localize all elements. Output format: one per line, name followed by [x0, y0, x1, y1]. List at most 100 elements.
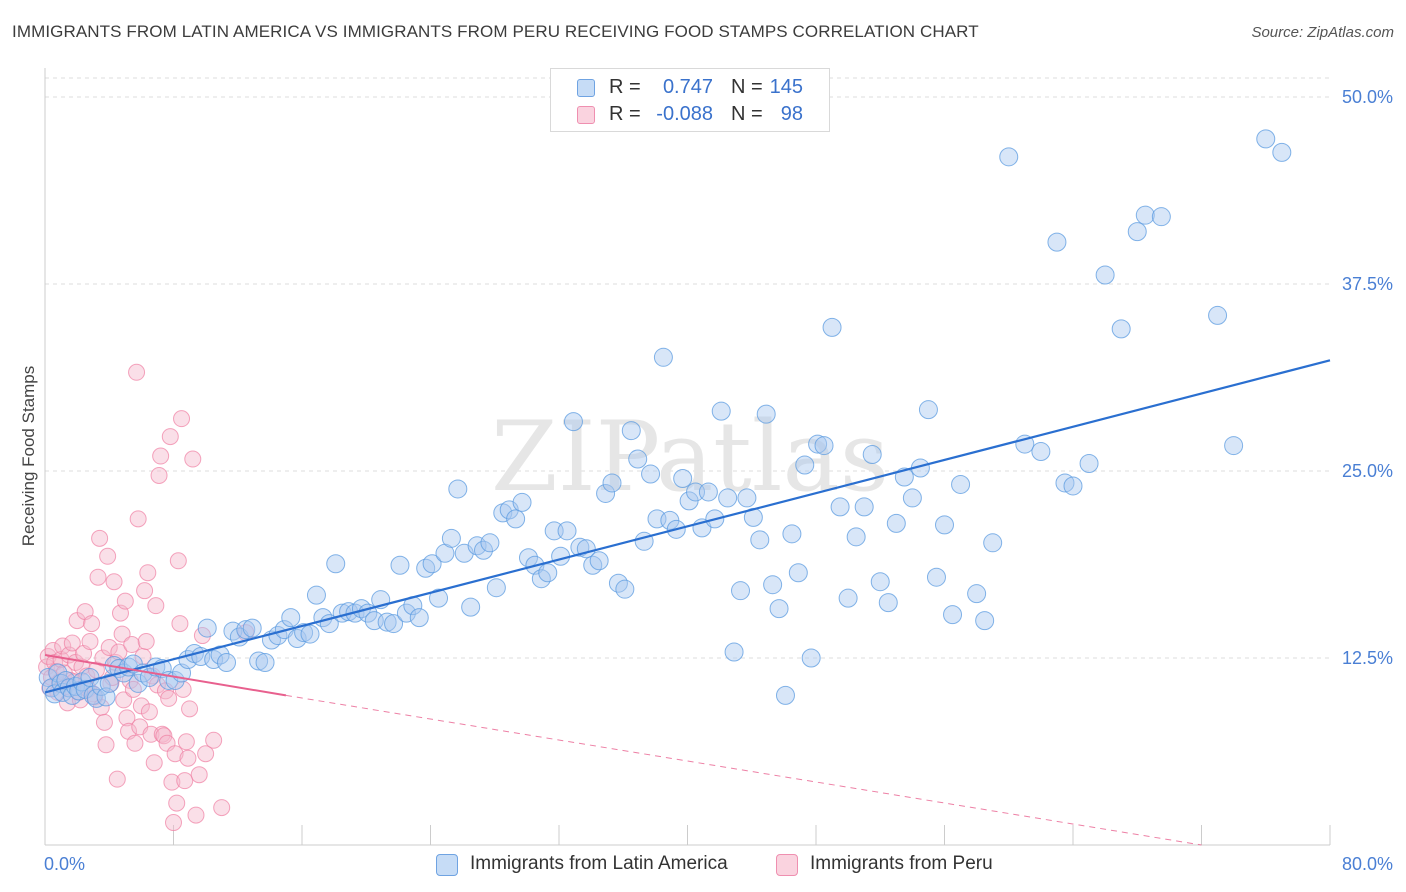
data-point-peru — [89, 568, 107, 586]
y-axis-label: Receiving Food Stamps — [19, 366, 38, 546]
data-point-peru — [197, 745, 215, 763]
data-point-latin-america — [673, 468, 693, 488]
axes — [44, 68, 1331, 846]
data-point-latin-america — [217, 652, 237, 672]
data-point-peru — [168, 794, 186, 812]
data-point-peru — [136, 582, 154, 600]
data-point-latin-america — [711, 401, 731, 421]
data-point-peru — [83, 615, 101, 633]
data-point-latin-america — [255, 652, 275, 672]
data-point-latin-america — [830, 497, 850, 517]
data-point-latin-america — [1047, 232, 1067, 252]
data-point-latin-america — [242, 618, 262, 638]
data-point-latin-america — [822, 317, 842, 337]
data-point-peru — [169, 552, 187, 570]
data-point-peru — [165, 814, 182, 832]
data-point-latin-america — [1151, 207, 1171, 227]
data-point-latin-america — [1063, 476, 1083, 496]
data-point-latin-america — [557, 521, 577, 541]
data-point-peru — [115, 691, 133, 709]
data-point-latin-america — [621, 421, 641, 441]
bottom-legend-label: Immigrants from Latin America — [470, 853, 728, 874]
data-point-peru — [73, 658, 91, 676]
data-point-latin-america — [281, 608, 301, 628]
data-point-latin-america — [249, 651, 269, 671]
data-point-latin-america — [448, 479, 468, 499]
data-point-latin-america — [596, 483, 616, 503]
data-point-latin-america — [326, 554, 346, 574]
data-point-latin-america — [886, 513, 906, 533]
data-point-latin-america — [294, 623, 314, 643]
x-tick-label: 0.0% — [44, 854, 85, 874]
data-point-latin-america — [653, 347, 673, 367]
legend-swatch-pink — [577, 106, 595, 124]
data-point-latin-america — [99, 673, 119, 693]
data-point-peru — [140, 703, 158, 721]
data-point-peru — [152, 447, 170, 465]
data-point-latin-america — [300, 624, 320, 644]
x-tick-label: 80.0% — [1342, 854, 1393, 874]
data-point-peru — [205, 731, 223, 749]
data-point-latin-america — [1224, 436, 1244, 456]
data-point-peru — [97, 736, 115, 754]
data-point-latin-america — [902, 488, 922, 508]
data-point-latin-america — [935, 515, 954, 535]
data-point-latin-america — [943, 605, 963, 625]
data-point-latin-america — [563, 412, 583, 432]
y-tick-label: 12.5% — [1342, 648, 1393, 668]
legend-r-value: -0.088 — [656, 103, 713, 125]
data-point-peru — [128, 363, 146, 381]
data-point-latin-america — [422, 554, 442, 574]
data-point-latin-america — [641, 464, 661, 484]
data-point-peru — [176, 772, 194, 790]
data-point-peru — [63, 634, 81, 652]
data-point-latin-america — [377, 612, 397, 632]
data-point-peru — [105, 573, 123, 591]
legend-r-label: R = — [609, 103, 641, 125]
source-label: Source: ZipAtlas.com — [1251, 24, 1394, 41]
data-point-latin-america — [1272, 142, 1292, 162]
data-point-peru — [116, 592, 134, 610]
data-point-latin-america — [926, 567, 946, 587]
data-point-peru — [139, 564, 157, 582]
data-point-latin-america — [474, 540, 494, 560]
data-point-peru — [113, 625, 131, 643]
data-point-latin-america — [737, 488, 757, 508]
data-point-peru — [86, 688, 104, 706]
data-point-latin-america — [967, 584, 987, 604]
data-point-latin-america — [86, 688, 106, 708]
data-point-peru — [108, 770, 126, 788]
data-point-latin-america — [570, 537, 590, 557]
data-point-latin-america — [769, 599, 789, 619]
data-point-latin-america — [983, 533, 1003, 553]
data-point-latin-america — [589, 551, 609, 571]
data-point-peru — [95, 713, 113, 731]
data-point-latin-america — [551, 546, 571, 566]
data-point-latin-america — [306, 585, 326, 605]
data-point-latin-america — [918, 400, 938, 420]
data-point-latin-america — [862, 445, 882, 465]
data-point-latin-america — [1256, 129, 1276, 149]
data-point-peru — [81, 633, 99, 651]
y-tick-label: 50.0% — [1342, 87, 1393, 107]
data-point-latin-america — [1127, 222, 1147, 242]
chart-title: IMMIGRANTS FROM LATIN AMERICA VS IMMIGRA… — [12, 22, 979, 41]
data-point-peru — [118, 709, 136, 727]
data-point-latin-america — [814, 436, 834, 456]
data-point-latin-america — [390, 555, 410, 575]
data-point-peru — [163, 773, 181, 791]
legend-r-label: R = — [609, 76, 641, 98]
data-point-latin-america — [698, 482, 718, 502]
data-point-latin-america — [795, 455, 815, 475]
grid-lines — [45, 77, 1330, 659]
data-point-latin-america — [486, 578, 506, 598]
data-point-latin-america — [1135, 205, 1155, 225]
data-point-peru — [161, 428, 179, 446]
data-point-latin-america — [801, 648, 821, 668]
data-point-peru — [147, 597, 165, 615]
data-point-peru — [160, 689, 178, 707]
data-point-latin-america — [615, 579, 635, 599]
data-point-peru — [129, 510, 147, 528]
data-point-peru — [100, 639, 118, 657]
trend-line-peru — [44, 654, 287, 697]
